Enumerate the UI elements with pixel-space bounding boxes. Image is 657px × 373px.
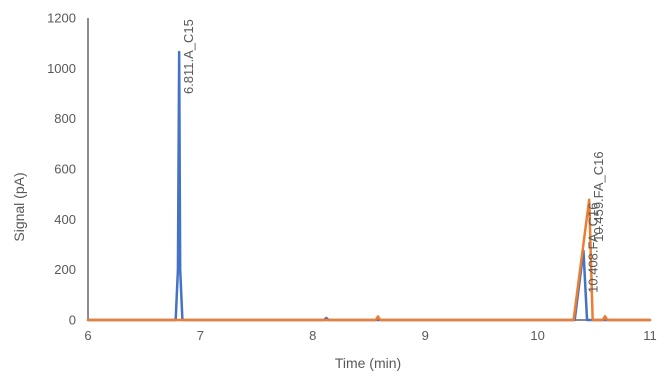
y-tick-label: 600 (54, 162, 76, 177)
series-line-1 (86, 50, 652, 322)
x-axis-ticks: 6 7 8 9 10 11 (84, 328, 656, 343)
peak-label: 10.408.FA_C16 (585, 202, 600, 292)
peak-label: 10.459.FA_C16 (591, 151, 606, 241)
x-tick-label: 7 (197, 328, 204, 343)
y-tick-label: 0 (69, 313, 76, 328)
y-tick-label: 200 (54, 262, 76, 277)
x-tick-label: 10 (530, 328, 544, 343)
series-layer (86, 50, 652, 322)
x-tick-label: 9 (422, 328, 429, 343)
series-line-2 (86, 198, 652, 322)
plot-area (87, 18, 650, 321)
x-tick-label: 6 (84, 328, 91, 343)
y-tick-label: 800 (54, 111, 76, 126)
peak-label: 6.811.A_C15 (181, 19, 196, 94)
y-tick-label: 400 (54, 212, 76, 227)
y-tick-label: 1000 (47, 61, 76, 76)
x-tick-label: 8 (309, 328, 316, 343)
y-axis-title: Signal (pA) (11, 172, 27, 241)
x-tick-label: 11 (643, 328, 657, 343)
y-tick-label: 1200 (47, 11, 76, 26)
x-axis-title: Time (min) (335, 355, 401, 371)
y-axis-ticks: 0 200 400 600 800 1000 1200 (47, 11, 76, 328)
